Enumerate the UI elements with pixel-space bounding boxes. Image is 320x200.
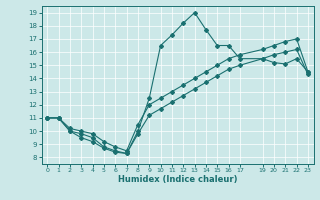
X-axis label: Humidex (Indice chaleur): Humidex (Indice chaleur) [118, 175, 237, 184]
